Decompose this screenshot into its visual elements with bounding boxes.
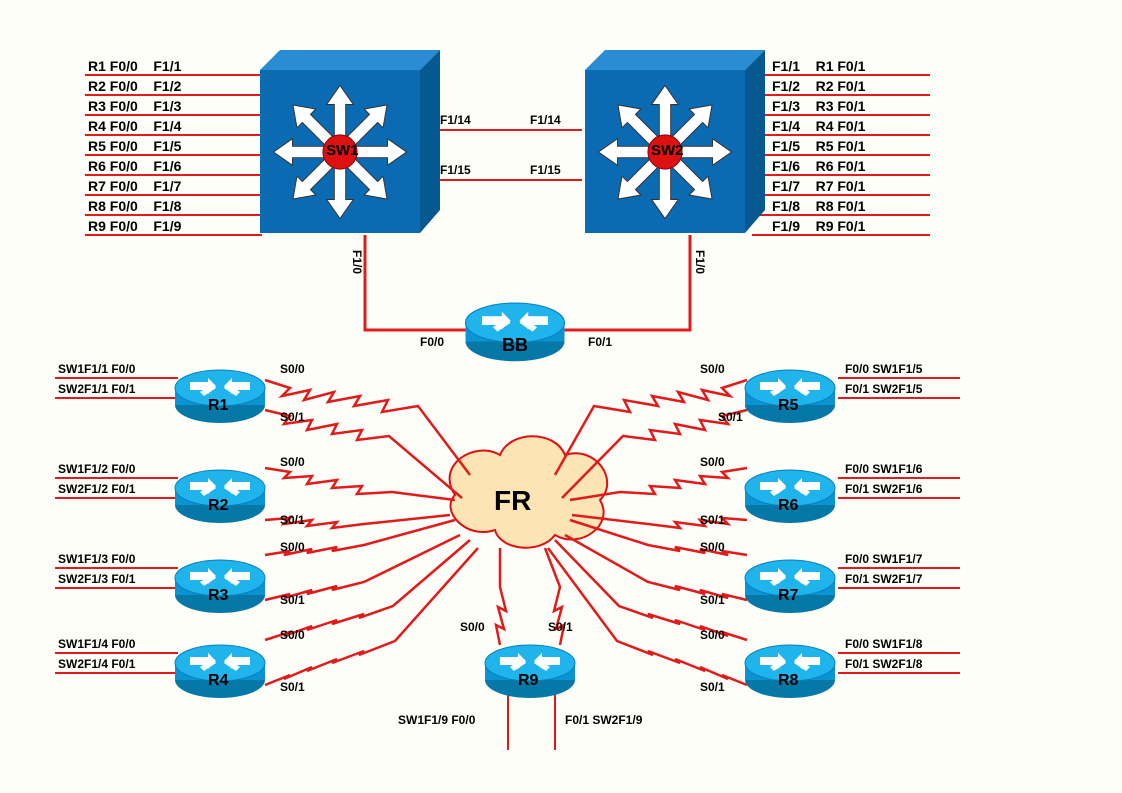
sw1-port-8: R9 F0/0 F1/9 xyxy=(88,218,181,234)
r2-s01: S0/1 xyxy=(280,513,305,527)
r4-label: R4 xyxy=(208,672,228,690)
r1-s00: S0/0 xyxy=(280,362,305,376)
sw2-down-port: F1/0 xyxy=(693,250,707,274)
sw1-port-2: R3 F0/0 F1/3 xyxy=(88,98,181,114)
r4-line0: SW1F1/4 F0/0 xyxy=(58,637,135,651)
r2-line1: SW2F1/2 F0/1 xyxy=(58,482,135,496)
r3-line0: SW1F1/3 F0/0 xyxy=(58,552,135,566)
r1-label: R1 xyxy=(208,397,228,415)
bb-port-right: F0/1 xyxy=(588,335,612,349)
r2-s00: S0/0 xyxy=(280,455,305,469)
r1-line0: SW1F1/1 F0/0 xyxy=(58,362,135,376)
r2-line0: SW1F1/2 F0/0 xyxy=(58,462,135,476)
r7-s01: S0/1 xyxy=(700,593,725,607)
r8-s01: S0/1 xyxy=(700,680,725,694)
r6-line1: F0/1 SW2F1/6 xyxy=(845,482,922,496)
r2-label: R2 xyxy=(208,497,228,515)
sw1-trunk-0: F1/14 xyxy=(440,113,471,127)
left-router-stubs xyxy=(55,378,178,673)
sw2-port-6: F1/7 R7 F0/1 xyxy=(772,178,865,194)
sw2-trunk-0: F1/14 xyxy=(530,113,561,127)
r7-label: R7 xyxy=(778,587,798,605)
r9-line1: F0/1 SW2F1/9 xyxy=(565,713,642,727)
fr-label: FR xyxy=(494,485,531,517)
r1-line1: SW2F1/1 F0/1 xyxy=(58,382,135,396)
bb-label: BB xyxy=(502,335,528,356)
sw2-port-0: F1/1 R1 F0/1 xyxy=(772,58,865,74)
r7-s00: S0/0 xyxy=(700,540,725,554)
r6-label: R6 xyxy=(778,497,798,515)
r9-label: R9 xyxy=(518,672,538,690)
sw2-port-4: F1/5 R5 F0/1 xyxy=(772,138,865,154)
r9-s01: S0/1 xyxy=(548,620,573,634)
r7-line1: F0/1 SW2F1/7 xyxy=(845,572,922,586)
r5-label: R5 xyxy=(778,397,798,415)
r9-s00: S0/0 xyxy=(460,620,485,634)
sw2-port-8: F1/9 R9 F0/1 xyxy=(772,218,865,234)
right-router-stubs xyxy=(838,378,960,673)
sw2-port-7: F1/8 R8 F0/1 xyxy=(772,198,865,214)
r6-s01: S0/1 xyxy=(700,513,725,527)
sw2-trunk-1: F1/15 xyxy=(530,163,561,177)
r3-label: R3 xyxy=(208,587,228,605)
sw1-port-1: R2 F0/0 F1/2 xyxy=(88,78,181,94)
sw1-label: SW1 xyxy=(326,142,359,159)
sw1-port-3: R4 F0/0 F1/4 xyxy=(88,118,181,134)
sw2-label: SW2 xyxy=(651,142,684,159)
sw1-trunk-1: F1/15 xyxy=(440,163,471,177)
r3-line1: SW2F1/3 F0/1 xyxy=(58,572,135,586)
sw1-port-4: R5 F0/0 F1/5 xyxy=(88,138,181,154)
r6-s00: S0/0 xyxy=(700,455,725,469)
sw2-port-2: F1/3 R3 F0/1 xyxy=(772,98,865,114)
r6-line0: F0/0 SW1F1/6 xyxy=(845,462,922,476)
r4-s00: S0/0 xyxy=(280,628,305,642)
r4-line1: SW2F1/4 F0/1 xyxy=(58,657,135,671)
r9-line0: SW1F1/9 F0/0 xyxy=(398,713,475,727)
r3-s01: S0/1 xyxy=(280,593,305,607)
sw1-port-7: R8 F0/0 F1/8 xyxy=(88,198,181,214)
r7-line0: F0/0 SW1F1/7 xyxy=(845,552,922,566)
sw1-down-port: F1/0 xyxy=(350,250,364,274)
r5-line1: F0/1 SW2F1/5 xyxy=(845,382,922,396)
r4-s01: S0/1 xyxy=(280,680,305,694)
r5-s01: S0/1 xyxy=(718,410,743,424)
r8-s00: S0/0 xyxy=(700,628,725,642)
r8-line0: F0/0 SW1F1/8 xyxy=(845,637,922,651)
r8-line1: F0/1 SW2F1/8 xyxy=(845,657,922,671)
sw1-port-0: R1 F0/0 F1/1 xyxy=(88,58,181,74)
sw1-port-6: R7 F0/0 F1/7 xyxy=(88,178,181,194)
r3-s00: S0/0 xyxy=(280,540,305,554)
sw1-port-5: R6 F0/0 F1/6 xyxy=(88,158,181,174)
sw2-port-5: F1/6 R6 F0/1 xyxy=(772,158,865,174)
r5-s00: S0/0 xyxy=(700,362,725,376)
sw2-port-1: F1/2 R2 F0/1 xyxy=(772,78,865,94)
bb-port-left: F0/0 xyxy=(420,335,444,349)
r1-s01: S0/1 xyxy=(280,410,305,424)
r5-line0: F0/0 SW1F1/5 xyxy=(845,362,922,376)
r8-label: R8 xyxy=(778,672,798,690)
sw2-port-3: F1/4 R4 F0/1 xyxy=(772,118,865,134)
